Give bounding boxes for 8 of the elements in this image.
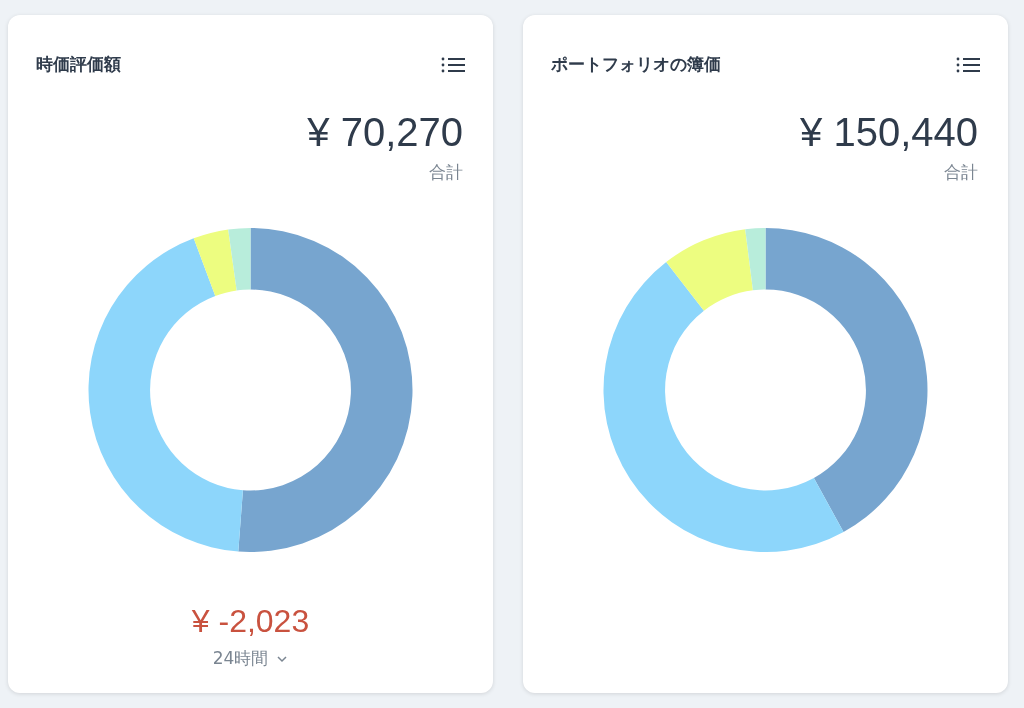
- chart-title: 時価評価額: [36, 53, 121, 76]
- text: ¥ 70,270: [307, 110, 463, 155]
- text: 24時間: [211, 647, 270, 670]
- chart-title: ポートフォリオの簿価: [551, 53, 721, 76]
- text: 合計: [944, 161, 978, 184]
- text: ¥ -2,023: [190, 603, 311, 640]
- text: ¥ 150,440: [800, 110, 978, 155]
- text: 合計: [429, 161, 463, 184]
